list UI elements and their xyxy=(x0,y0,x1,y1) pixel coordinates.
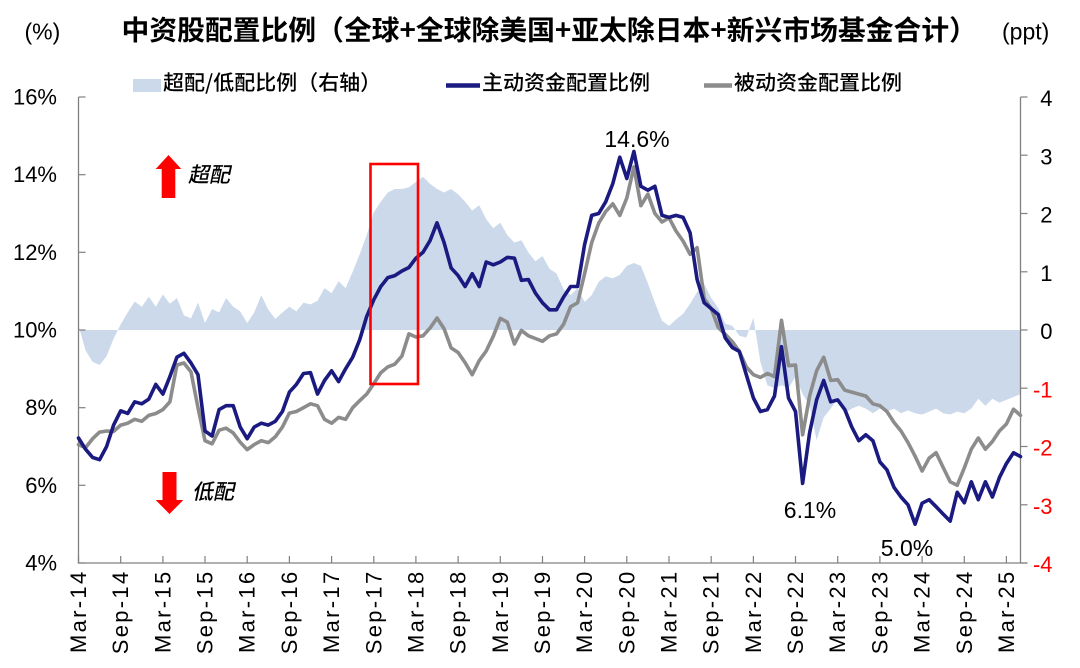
svg-text:(%): (%) xyxy=(25,19,61,45)
svg-text:4%: 4% xyxy=(25,551,57,576)
svg-text:5.0%: 5.0% xyxy=(881,535,933,561)
svg-text:Mar-19: Mar-19 xyxy=(488,570,513,654)
svg-text:Mar-14: Mar-14 xyxy=(66,570,91,654)
svg-text:6%: 6% xyxy=(25,473,57,498)
svg-text:14.6%: 14.6% xyxy=(604,126,669,152)
svg-text:3: 3 xyxy=(1040,144,1052,169)
svg-text:14%: 14% xyxy=(13,162,57,187)
svg-text:Sep-24: Sep-24 xyxy=(952,570,977,655)
svg-text:-1: -1 xyxy=(1033,377,1053,402)
svg-text:Mar-17: Mar-17 xyxy=(319,570,344,654)
svg-text:Mar-18: Mar-18 xyxy=(403,570,428,654)
svg-text:Mar-24: Mar-24 xyxy=(910,570,935,654)
svg-text:-2: -2 xyxy=(1033,436,1053,461)
svg-text:Sep-20: Sep-20 xyxy=(614,570,639,655)
svg-text:16%: 16% xyxy=(13,85,57,110)
svg-text:12%: 12% xyxy=(13,240,57,265)
svg-text:6.1%: 6.1% xyxy=(784,497,836,523)
svg-text:10%: 10% xyxy=(13,318,57,343)
svg-text:Mar-22: Mar-22 xyxy=(741,570,766,654)
svg-text:-4: -4 xyxy=(1033,552,1053,577)
svg-text:1: 1 xyxy=(1040,261,1052,286)
svg-text:Mar-21: Mar-21 xyxy=(657,570,682,654)
svg-text:Mar-15: Mar-15 xyxy=(150,570,175,654)
svg-text:Mar-20: Mar-20 xyxy=(572,570,597,654)
svg-text:Sep-23: Sep-23 xyxy=(867,570,892,655)
svg-text:Sep-18: Sep-18 xyxy=(446,570,471,655)
svg-text:Mar-23: Mar-23 xyxy=(825,570,850,654)
svg-text:8%: 8% xyxy=(25,395,57,420)
svg-text:2: 2 xyxy=(1040,203,1052,228)
svg-text:4: 4 xyxy=(1040,86,1052,111)
svg-text:Mar-25: Mar-25 xyxy=(994,570,1019,654)
svg-text:(ppt): (ppt) xyxy=(1002,19,1049,45)
svg-text:Sep-17: Sep-17 xyxy=(361,570,386,655)
svg-text:Sep-16: Sep-16 xyxy=(277,570,302,655)
svg-text:Sep-15: Sep-15 xyxy=(193,570,218,655)
svg-text:Mar-16: Mar-16 xyxy=(235,570,260,654)
svg-text:Sep-14: Sep-14 xyxy=(108,570,133,655)
svg-text:Sep-19: Sep-19 xyxy=(530,570,555,655)
svg-text:-3: -3 xyxy=(1033,494,1053,519)
svg-text:0: 0 xyxy=(1040,319,1052,344)
svg-text:Sep-21: Sep-21 xyxy=(699,570,724,655)
svg-text:Sep-22: Sep-22 xyxy=(783,570,808,655)
